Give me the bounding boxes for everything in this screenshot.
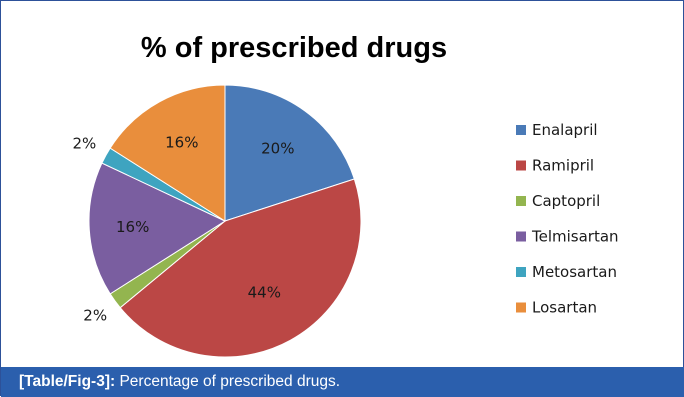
- legend-swatch-losartan: [516, 302, 526, 313]
- legend-label-captopril: Captopril: [532, 192, 600, 210]
- legend-swatch-telmisartan: [516, 231, 526, 242]
- legend-swatch-enalapril: [516, 125, 526, 135]
- figure-caption: [Table/Fig-3]: Percentage of prescribed …: [1, 367, 684, 397]
- slice-label-captopril: 2%: [83, 306, 107, 324]
- slice-ramipril: [119, 178, 362, 358]
- legend-label-ramipril: Ramipril: [532, 157, 594, 175]
- legend: Enalapril Ramipril Captopril Telmisartan Met…: [516, 121, 619, 317]
- chart-title: % of prescribed drugs: [141, 32, 447, 64]
- legend-swatch-metosartan: [516, 267, 526, 277]
- legend-swatch-captopril: [516, 196, 526, 206]
- legend-swatch-ramipril: [516, 160, 526, 171]
- pie-slices: [88, 84, 362, 358]
- legend-label-telmisartan: Telmisartan: [531, 228, 619, 246]
- pie-chart: % of prescribed drugs 20% 44% 2% 16% 2% 16% E…: [73, 32, 619, 358]
- slice-label-losartan: 16%: [165, 133, 198, 151]
- legend-label-losartan: Losartan: [532, 299, 597, 317]
- slice-label-metosartan: 2%: [73, 135, 97, 153]
- slice-telmisartan: [88, 162, 227, 295]
- slice-label-enalapril: 20%: [261, 139, 294, 157]
- legend-label-enalapril: Enalapril: [532, 121, 598, 139]
- slice-label-telmisartan: 16%: [116, 218, 149, 236]
- caption-text: Percentage of prescribed drugs.: [115, 373, 341, 390]
- caption-label: [Table/Fig-3]:: [19, 373, 116, 390]
- slice-labels: 20% 44% 2% 16% 2% 16%: [73, 133, 295, 324]
- slice-losartan: [109, 84, 226, 222]
- slice-label-ramipril: 44%: [248, 284, 281, 302]
- legend-label-metosartan: Metosartan: [532, 263, 617, 281]
- slice-enalapril: [224, 84, 355, 222]
